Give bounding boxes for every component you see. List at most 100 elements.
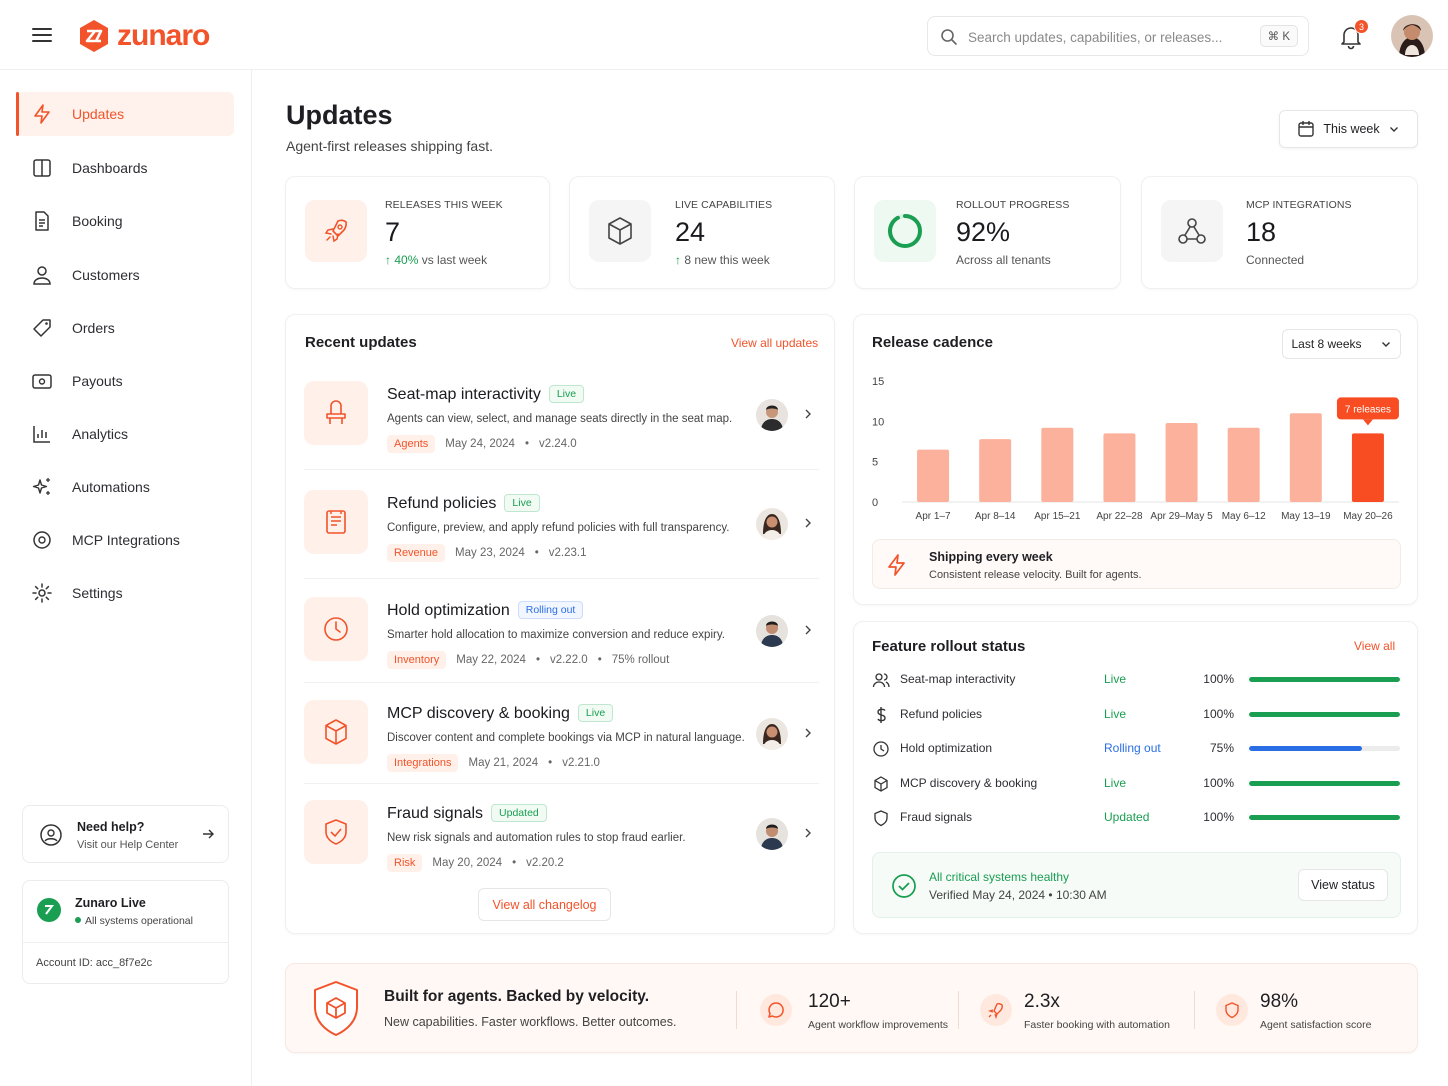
view-all-updates-link[interactable]: View all updates bbox=[731, 336, 819, 350]
sidebar-item-label: Customers bbox=[72, 267, 140, 283]
feature-rollout-card: Feature rollout status View all Seat-map… bbox=[853, 621, 1418, 934]
list-item[interactable]: Hold optimization Rolling out Smarter hol… bbox=[304, 597, 819, 700]
divider bbox=[1194, 991, 1195, 1029]
stat-label: LIVE CAPABILITIES bbox=[675, 199, 773, 211]
banner-subtitle: New capabilities. Faster workflows. Bett… bbox=[384, 1015, 677, 1029]
sidebar-item-booking[interactable]: Booking bbox=[16, 199, 234, 243]
list-item[interactable]: MCP discovery & booking Live Discover con… bbox=[304, 700, 819, 803]
banner-title: Built for agents. Backed by velocity. bbox=[384, 988, 650, 1005]
sidebar-item-payouts[interactable]: Payouts bbox=[16, 359, 234, 403]
chevron-right-icon[interactable] bbox=[802, 408, 814, 420]
list-item[interactable]: Fraud signals Updated New risk signals an… bbox=[304, 800, 819, 903]
rollout-row[interactable]: Refund policies Live 100% bbox=[872, 697, 1400, 731]
rollout-row[interactable]: Fraud signals Updated 100% bbox=[872, 800, 1400, 834]
menu-icon[interactable] bbox=[30, 26, 54, 44]
chevron-down-icon bbox=[1388, 123, 1400, 135]
search-bar[interactable]: ⌘ K bbox=[927, 16, 1309, 56]
user-avatar[interactable] bbox=[1391, 15, 1433, 57]
category-tag: Risk bbox=[387, 854, 423, 872]
update-title: Fraud signals Updated bbox=[387, 804, 547, 823]
stat-card-rollout: ROLLOUT PROGRESS 92% Across all tenants bbox=[854, 176, 1121, 289]
chevron-down-icon bbox=[1380, 338, 1392, 350]
users-icon bbox=[872, 671, 890, 689]
feature-status: Live bbox=[1104, 706, 1127, 721]
sidebar-item-updates[interactable]: Updates bbox=[16, 92, 234, 136]
rollout-progress-bar bbox=[1249, 711, 1400, 717]
feature-percent: 100% bbox=[1203, 775, 1234, 790]
brand-logo[interactable]: zunaro bbox=[77, 19, 210, 53]
view-all-changelog-button[interactable]: View all changelog bbox=[478, 888, 611, 921]
update-title: Seat-map interactivity Live bbox=[387, 385, 585, 404]
sidebar-item-analytics[interactable]: Analytics bbox=[16, 412, 234, 456]
release-cadence-card: Release cadence Last 8 weeks 15 10 5 0 Apr 1… bbox=[853, 314, 1418, 605]
metric-label: Agent workflow improvements bbox=[808, 1019, 949, 1031]
callout-pointer bbox=[1362, 419, 1373, 426]
help-title: Need help? bbox=[77, 820, 145, 834]
feature-name: MCP discovery & booking bbox=[900, 775, 1038, 790]
sidebar-item-mcp-integrations[interactable]: MCP Integrations bbox=[16, 518, 234, 562]
sidebar-item-label: Settings bbox=[72, 585, 123, 601]
gear-icon bbox=[31, 582, 53, 604]
check-circle-icon bbox=[891, 873, 917, 899]
list-item[interactable]: Refund policies Live Configure, preview, … bbox=[304, 490, 819, 593]
rollout-progress-bar bbox=[1249, 677, 1400, 682]
chevron-right-icon[interactable] bbox=[802, 624, 814, 636]
chart-bar bbox=[1103, 433, 1136, 502]
view-all-rollout-link[interactable]: View all bbox=[1354, 639, 1396, 653]
metric-label: Faster booking with automation bbox=[1024, 1019, 1170, 1031]
shield-icon bbox=[1216, 994, 1248, 1026]
chevron-right-icon[interactable] bbox=[802, 517, 814, 529]
x-tick-label: May 13–19 bbox=[1281, 511, 1331, 522]
chevron-right-icon[interactable] bbox=[802, 727, 814, 739]
stat-label: MCP INTEGRATIONS bbox=[1246, 199, 1352, 211]
date-range-dropdown[interactable]: This week bbox=[1279, 110, 1418, 148]
network-icon bbox=[1161, 200, 1223, 262]
rollout-progress-fill bbox=[1249, 815, 1400, 820]
divider bbox=[304, 578, 819, 579]
x-tick-label: Apr 1–7 bbox=[916, 511, 951, 522]
divider bbox=[958, 991, 959, 1029]
feature-name: Seat-map interactivity bbox=[900, 672, 1016, 686]
update-description: Agents can view, select, and manage seat… bbox=[387, 413, 733, 425]
list-item[interactable]: Seat-map interactivity Live Agents can vi… bbox=[304, 381, 819, 484]
sidebar-item-dashboards[interactable]: Dashboards bbox=[16, 146, 234, 190]
callout-label: 7 releases bbox=[1345, 404, 1391, 415]
chart-bar bbox=[979, 439, 1012, 502]
stat-label: ROLLOUT PROGRESS bbox=[956, 199, 1070, 211]
brand-name: zunaro bbox=[117, 19, 210, 52]
stat-value: 7 bbox=[385, 217, 401, 247]
notifications-button[interactable]: 3 bbox=[1338, 19, 1369, 52]
stat-sub: Connected bbox=[1246, 253, 1305, 267]
stat-card-integrations: MCP INTEGRATIONS 18 Connected bbox=[1141, 176, 1418, 289]
chevron-right-icon[interactable] bbox=[802, 827, 814, 839]
system-status-card: Zunaro Live All systems operational Acco… bbox=[22, 880, 229, 984]
logo-mark-icon bbox=[77, 19, 111, 53]
chart-bar bbox=[1227, 427, 1260, 502]
support-icon bbox=[39, 823, 63, 847]
metric-value: 120+ bbox=[808, 991, 851, 1012]
recent-updates-card: Recent updates View all updates Seat-map… bbox=[285, 314, 835, 934]
category-tag: Revenue bbox=[387, 544, 446, 562]
rollout-row[interactable]: MCP discovery & booking Live 100% bbox=[872, 766, 1400, 800]
clock-icon bbox=[872, 740, 890, 758]
help-center-card[interactable]: Need help? Visit our Help Center bbox=[22, 805, 229, 863]
chart-bar bbox=[1289, 413, 1322, 502]
sidebar-item-orders[interactable]: Orders bbox=[16, 306, 234, 350]
search-input[interactable] bbox=[968, 26, 1248, 48]
sidebar-item-customers[interactable]: Customers bbox=[16, 253, 234, 297]
rocket-icon bbox=[980, 994, 1012, 1026]
sidebar-item-label: Automations bbox=[72, 479, 150, 495]
rollout-row[interactable]: Hold optimization Rolling out 75% bbox=[872, 731, 1400, 765]
sidebar-item-settings[interactable]: Settings bbox=[16, 571, 234, 615]
sidebar-item-automations[interactable]: Automations bbox=[16, 465, 234, 509]
feature-status: Rolling out bbox=[1104, 741, 1161, 755]
rollout-row[interactable]: Seat-map interactivity Live 100% bbox=[872, 662, 1400, 696]
cadence-range-dropdown[interactable]: Last 8 weeks bbox=[1282, 329, 1401, 359]
update-description: New risk signals and automation rules to… bbox=[387, 832, 686, 844]
sidebar-item-label: Orders bbox=[72, 320, 115, 336]
view-status-button[interactable]: View status bbox=[1298, 869, 1388, 901]
account-id: Account ID: acc_8f7e2c bbox=[36, 957, 153, 969]
rollout-progress-fill bbox=[1249, 677, 1400, 682]
sidebar-item-label: Payouts bbox=[72, 373, 123, 389]
avatar bbox=[756, 615, 788, 647]
